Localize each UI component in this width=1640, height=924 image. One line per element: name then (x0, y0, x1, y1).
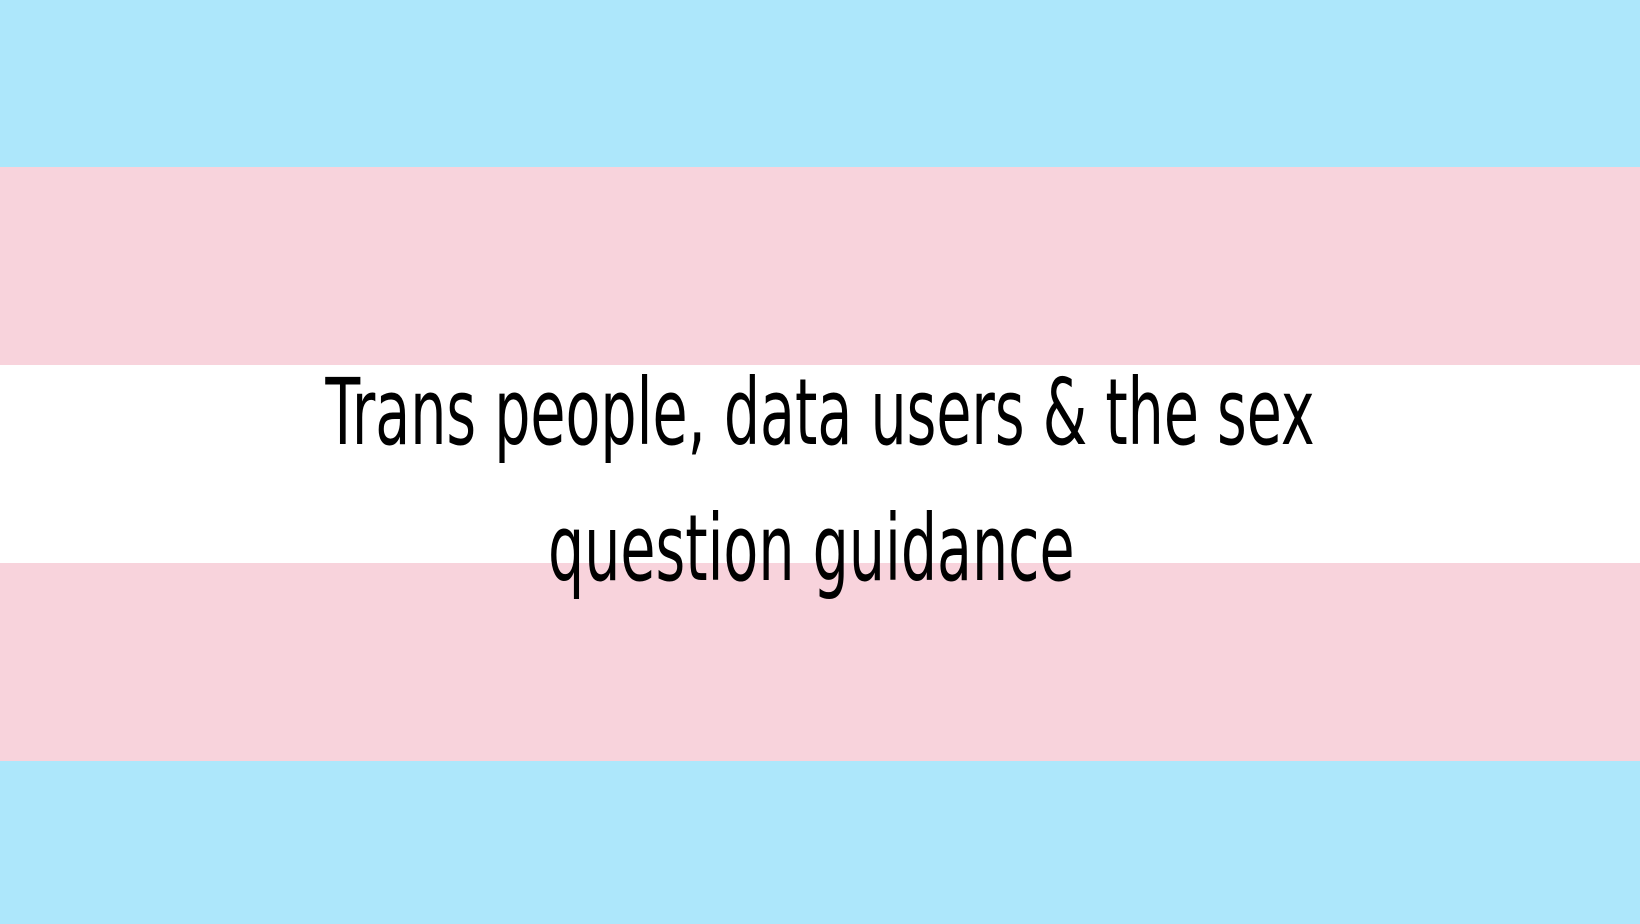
slide-title-line-1: Trans people, data users & the sex (325, 359, 1315, 466)
slide-title: Trans people, data users & the sex quest… (312, 345, 1329, 617)
flag-stripe-top-blue (0, 0, 1640, 167)
slide-title-line-2: question guidance (548, 495, 1075, 602)
flag-stripe-white (0, 365, 1640, 563)
flag-stripe-bottom-blue (0, 761, 1640, 924)
flag-stripe-top-pink (0, 167, 1640, 365)
flag-stripe-bottom-pink (0, 563, 1640, 761)
